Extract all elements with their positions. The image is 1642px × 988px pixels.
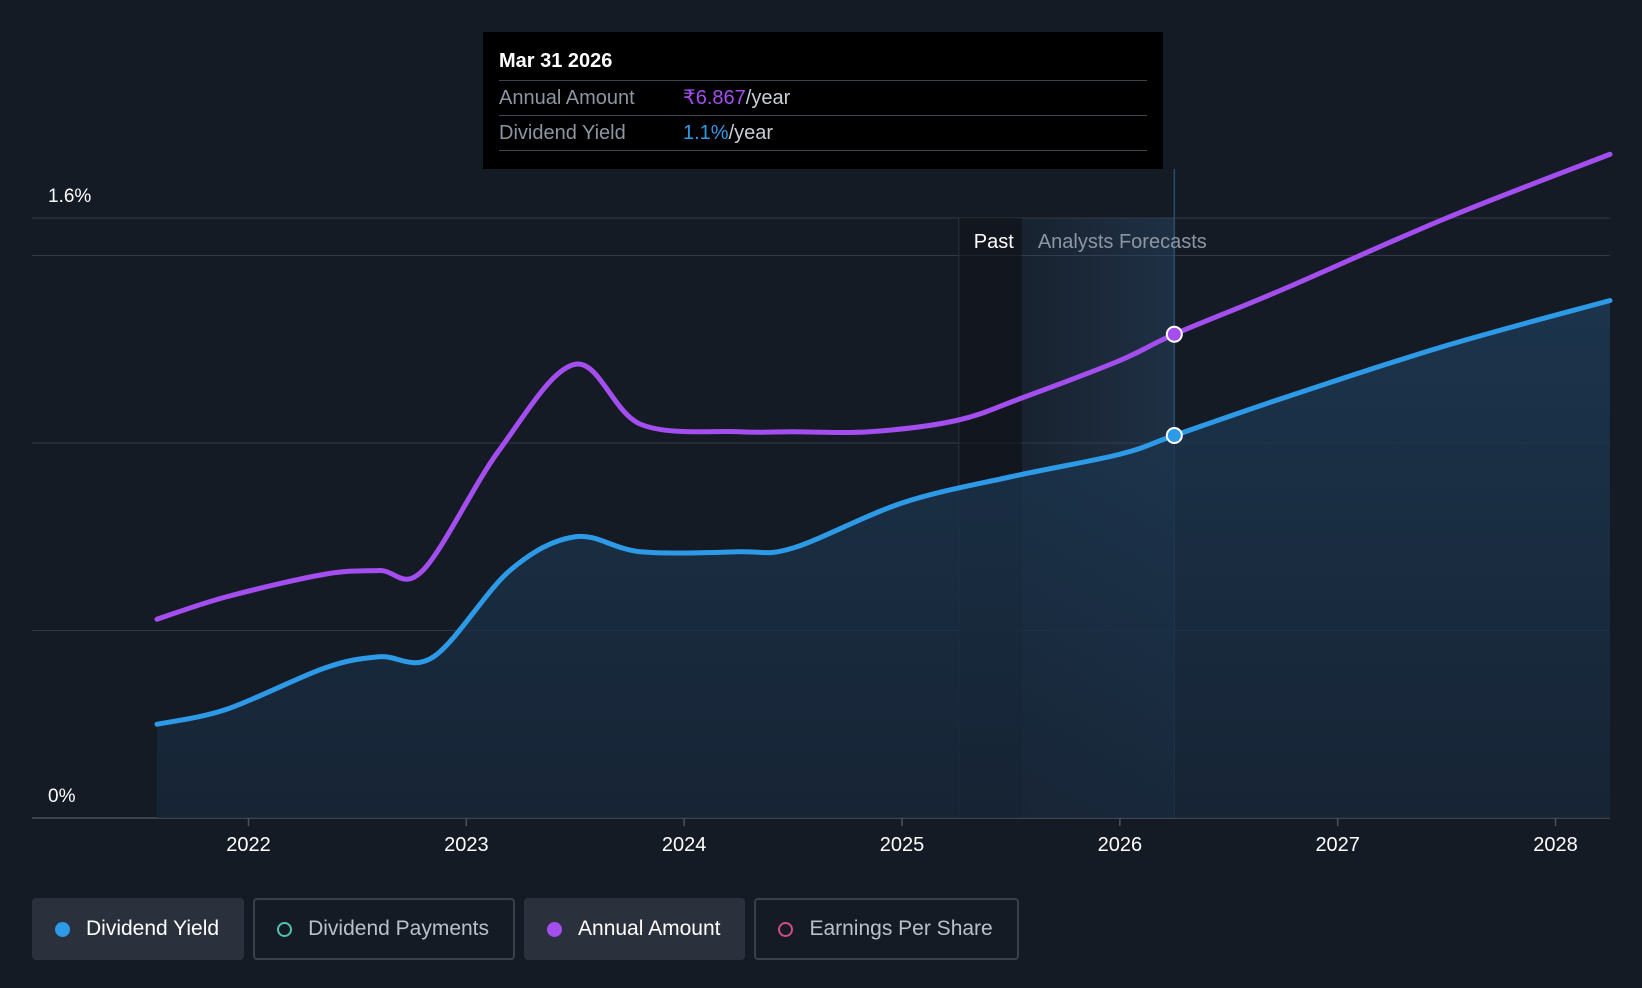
tooltip-unit: /year: [728, 122, 774, 144]
legend-label: Annual Amount: [578, 917, 721, 940]
axis-labels: 1.6% 0% 2022 2023 2024 2025 2026 2027 2028 Past An…: [48, 186, 1578, 856]
annual-amount-line: [154, 151, 1613, 622]
past-label: Past: [974, 231, 1014, 253]
series-lines: [154, 151, 1613, 727]
legend-label: Earnings Per Share: [809, 917, 993, 940]
tooltip-date: Mar 31 2026: [499, 46, 1147, 81]
tooltip-row-annual-amount: Annual Amount ₹6.867 /year: [499, 81, 1147, 116]
filled-dot-icon: [547, 921, 563, 937]
legend-dividend-yield-button[interactable]: Dividend Yield: [32, 898, 245, 960]
tooltip-label: Annual Amount: [499, 87, 635, 109]
dividend-yield-area: [156, 300, 1610, 818]
x-tick-label: 2026: [1098, 834, 1143, 856]
dividend-yield-marker: [1165, 427, 1183, 444]
annual-amount-marker: [1165, 325, 1183, 343]
series-areas: [156, 300, 1610, 818]
y-tick-label: 1.6%: [48, 186, 91, 207]
legend-label: Dividend Payments: [308, 917, 490, 940]
x-tick-label: 2023: [444, 834, 489, 856]
legend-earnings-per-share-button[interactable]: Earnings Per Share: [754, 898, 1019, 960]
dividend-yield-line: [154, 298, 1613, 727]
hollow-dot-icon: [778, 921, 794, 937]
tooltip-label: Dividend Yield: [499, 122, 626, 144]
x-tick-label: 2022: [226, 834, 271, 856]
filled-dot-icon: [55, 921, 70, 937]
x-tick-label: 2024: [662, 834, 707, 856]
tooltip-unit: /year: [745, 87, 791, 109]
dividend-chart: 1.6% 0% 2022 2023 2024 2025 2026 2027 2028 Past An…: [32, 151, 1613, 856]
chart-legend: Dividend Yield Dividend Payments Annual …: [32, 898, 1019, 960]
legend-annual-amount-button[interactable]: Annual Amount: [524, 898, 746, 960]
hollow-dot-icon: [277, 921, 293, 937]
legend-dividend-payments-button[interactable]: Dividend Payments: [253, 898, 516, 960]
tooltip-value: 1.1%: [683, 122, 729, 144]
chart-tooltip: Mar 31 2026 Annual Amount ₹6.867 /year D…: [483, 32, 1163, 169]
x-tick-label: 2027: [1315, 834, 1360, 856]
tooltip-value: ₹6.867: [683, 87, 746, 109]
forecast-label: Analysts Forecasts: [1038, 231, 1207, 253]
x-tick-label: 2028: [1533, 834, 1578, 856]
y-tick-label: 0%: [48, 786, 76, 807]
hover-markers: [1165, 325, 1183, 444]
tooltip-row-dividend-yield: Dividend Yield 1.1% /year: [499, 116, 1147, 151]
legend-label: Dividend Yield: [86, 917, 220, 940]
x-tick-label: 2025: [880, 834, 925, 856]
